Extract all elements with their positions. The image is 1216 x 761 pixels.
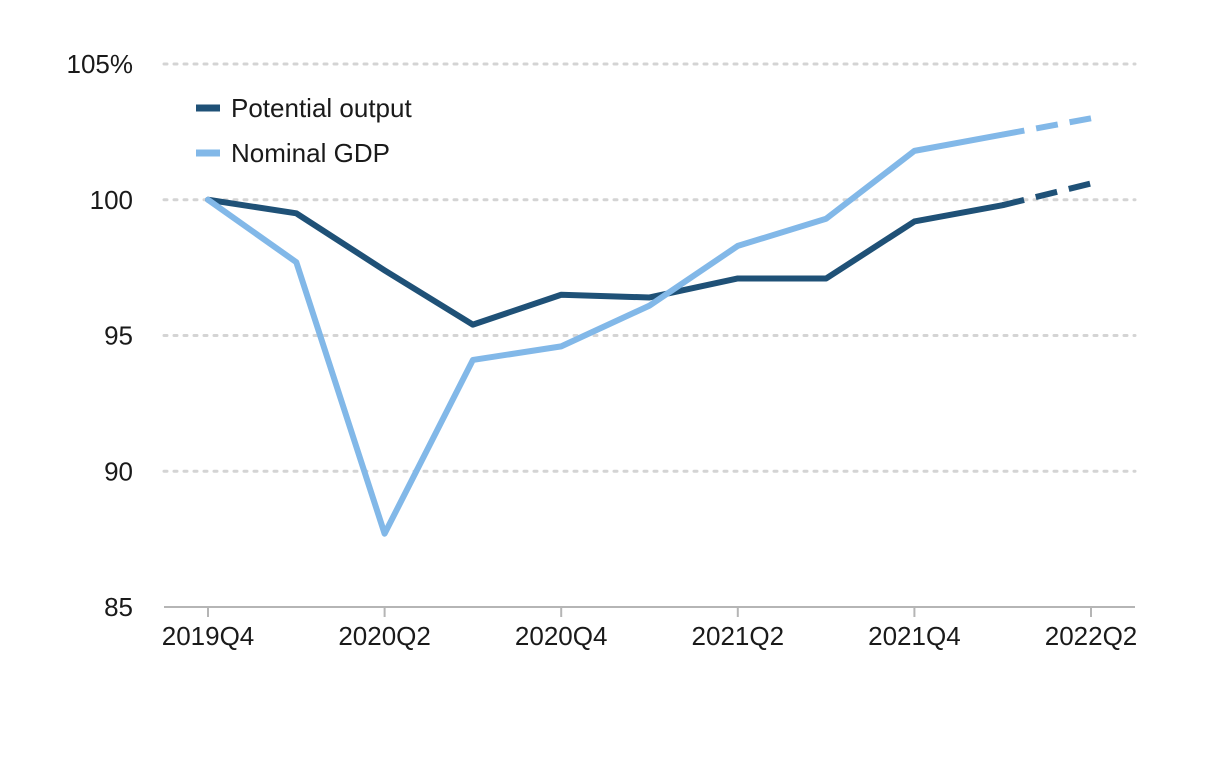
y-tick-label: 90 (104, 456, 133, 486)
x-tick-label: 2020Q4 (515, 621, 608, 651)
y-tick-label: 105% (67, 49, 134, 79)
series-lines (205, 115, 1092, 537)
x-tick-label: 2019Q4 (162, 621, 255, 651)
x-tick-label: 2021Q2 (692, 621, 785, 651)
potential-output-line (205, 196, 1006, 328)
legend: Potential output Nominal GDP (196, 93, 412, 168)
potential-output-legend-label: Potential output (231, 93, 412, 123)
x-tick-label: 2020Q2 (338, 621, 431, 651)
potential-output-projection-line (1001, 180, 1092, 209)
y-axis-labels: 105% 100 95 90 85 (67, 49, 134, 622)
x-tick-label: 2022Q2 (1045, 621, 1138, 651)
x-tick-label: 2021Q4 (868, 621, 961, 651)
y-tick-label: 95 (104, 321, 133, 351)
y-tick-label: 100 (90, 185, 133, 215)
nominal-gdp-line (205, 131, 1006, 537)
nominal-gdp-projection-line (1002, 115, 1092, 138)
x-axis-ticks: 2019Q4 2020Q2 2020Q4 2021Q2 2021Q4 2022Q2 (162, 607, 1138, 651)
y-tick-label: 85 (104, 592, 133, 622)
gridlines (162, 62, 1137, 473)
nominal-gdp-legend-label: Nominal GDP (231, 138, 390, 168)
